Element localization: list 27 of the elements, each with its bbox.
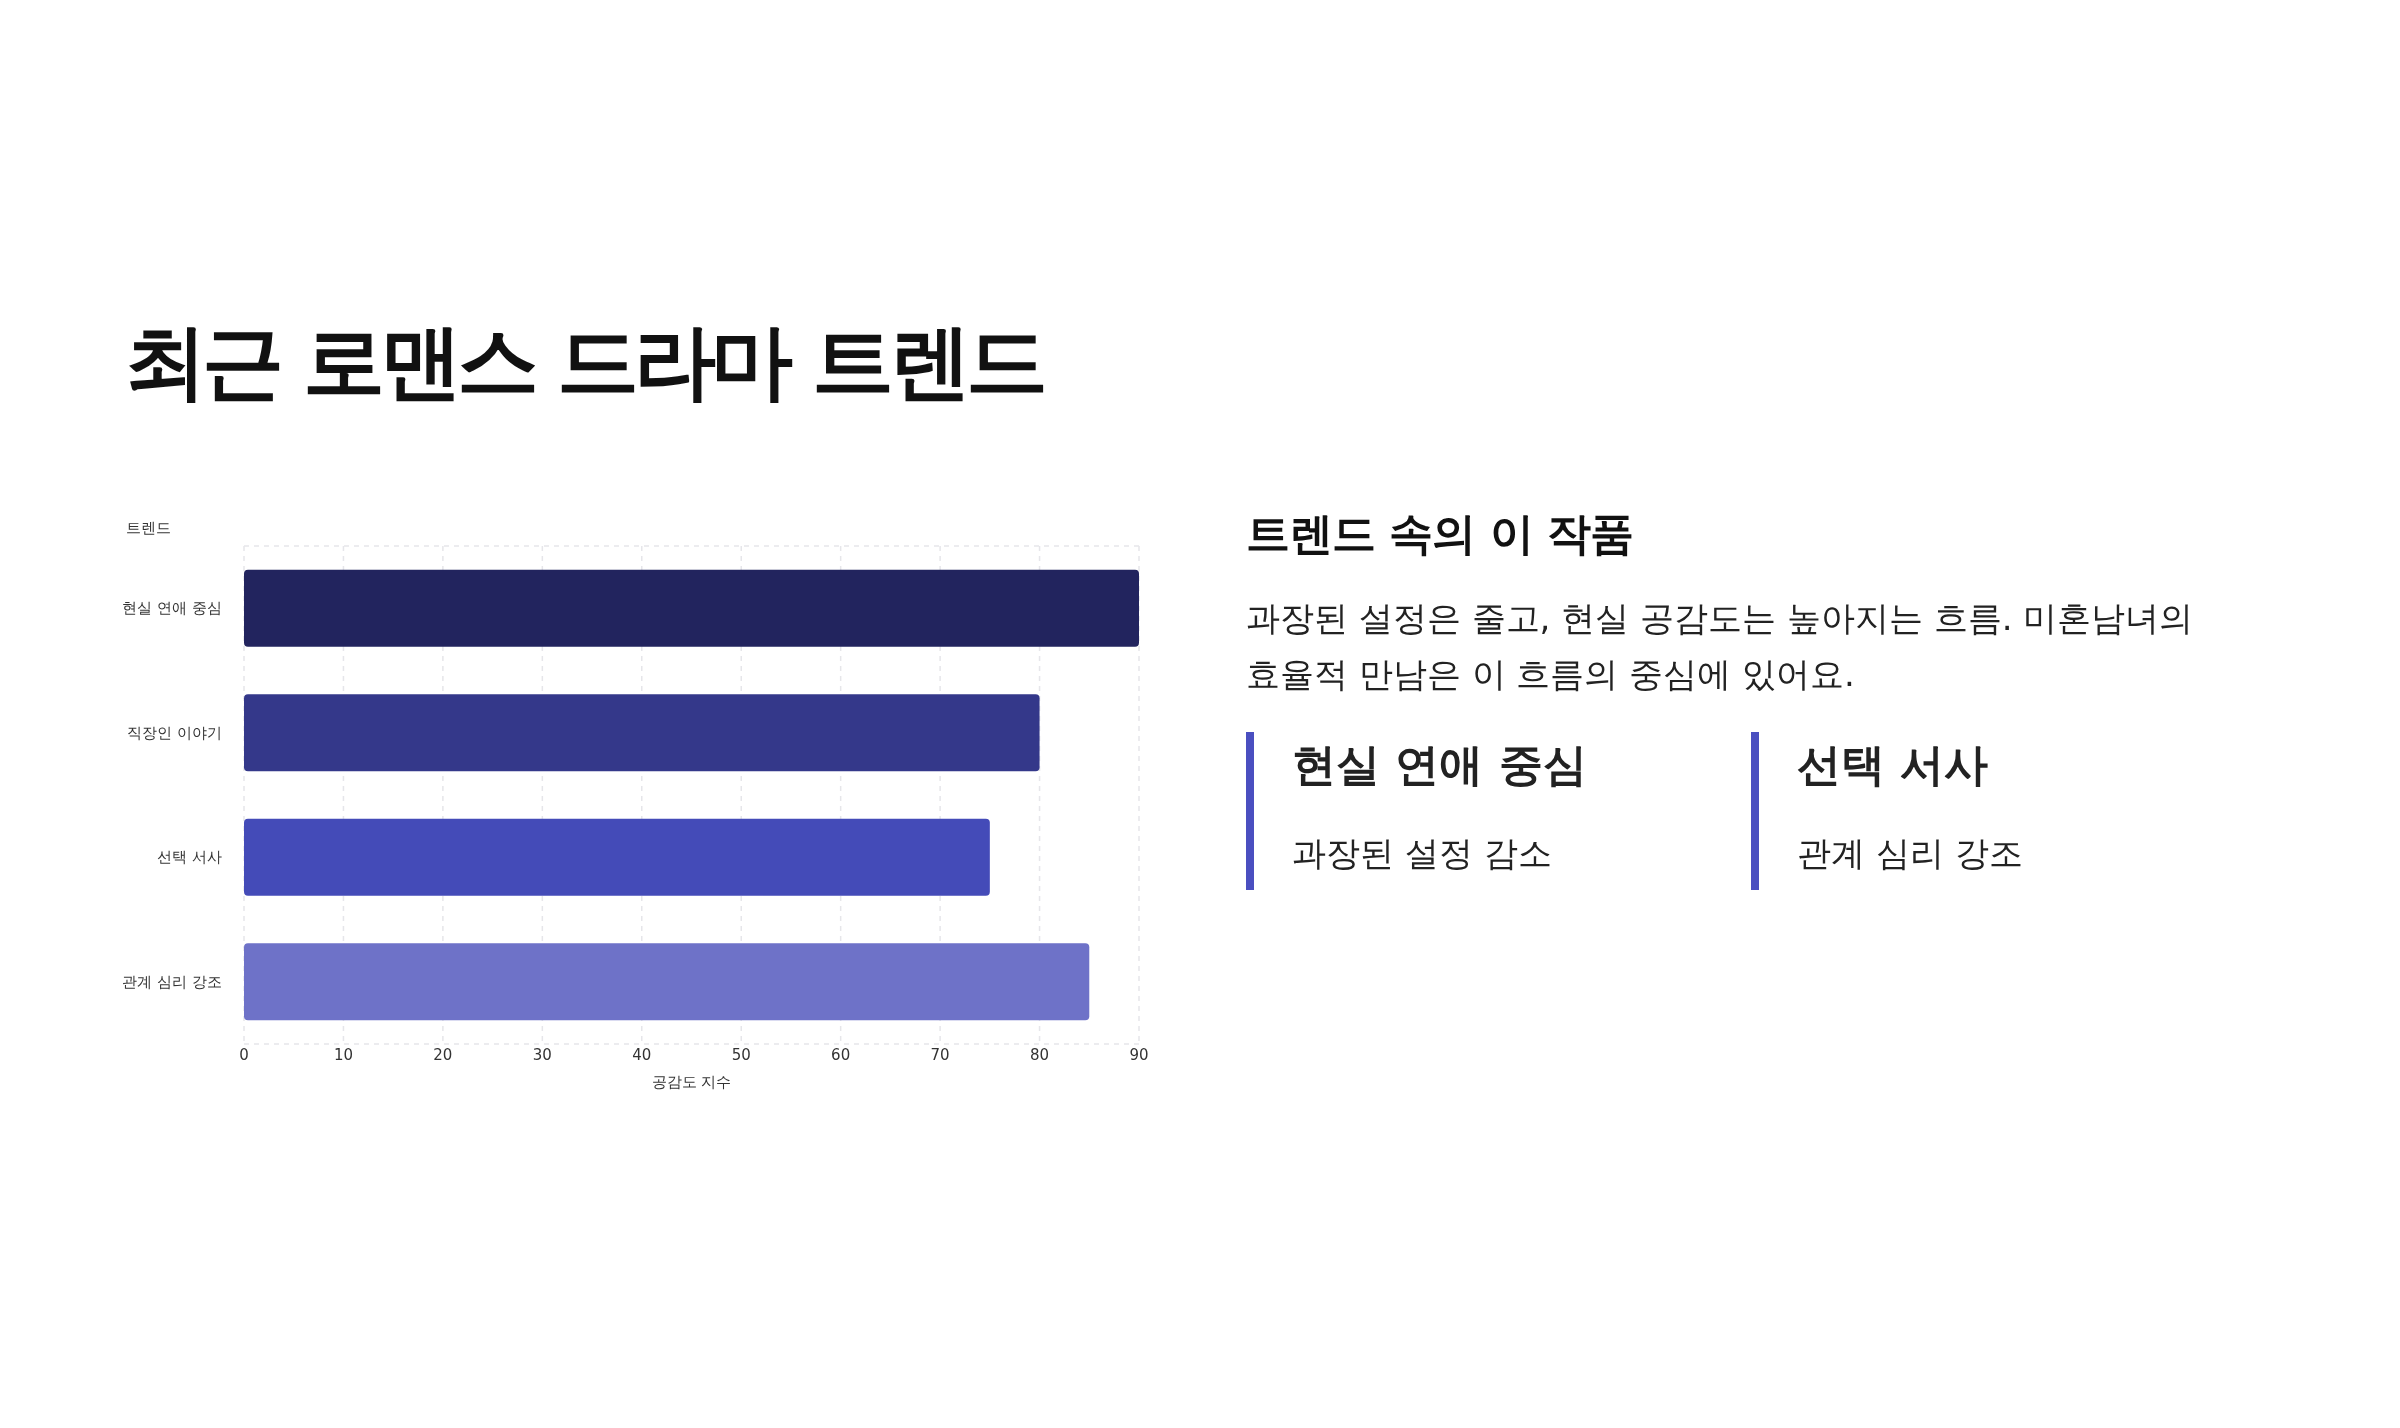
x-tick-label: 60: [831, 1046, 851, 1064]
text: 선택 서사: [1797, 738, 1990, 792]
x-tick-label: 80: [1030, 1046, 1050, 1064]
text: 트렌드 속의 이 작품: [1246, 507, 1634, 561]
text: 현실 연애 중심: [1292, 738, 1588, 792]
bar: [244, 569, 1139, 647]
text: 과장된 설정 감소: [1292, 832, 1553, 875]
bar: [244, 694, 1040, 772]
x-axis-title: 공감도 지수: [651, 1073, 732, 1091]
x-tick-label: 70: [930, 1046, 950, 1064]
bar: [244, 943, 1090, 1021]
y-tick-label: 관계 심리 강조: [122, 972, 222, 991]
y-axis-title: 트렌드: [126, 519, 171, 537]
x-tick-label: 40: [632, 1046, 652, 1064]
x-tick-label: 90: [1129, 1046, 1149, 1064]
bar: [244, 818, 990, 896]
y-tick-label: 직장인 이야기: [127, 723, 222, 742]
y-tick-label: 선택 서사: [157, 848, 222, 867]
x-tick-label: 30: [532, 1046, 552, 1064]
chart-title: 최근 로맨스 드라마 트렌드: [125, 314, 1044, 409]
x-tick-label: 0: [239, 1046, 249, 1064]
text: 과장된 설정은 줄고, 현실 공감도는 높아지는 흐름. 미혼남녀의 효율적 만남은 이 흐름의 중심에 있어요.: [1246, 597, 2195, 696]
y-tick-label: 현실 연애 중심: [122, 599, 222, 618]
x-tick-label: 10: [333, 1046, 353, 1064]
text: 관계 심리 강조: [1797, 832, 2024, 875]
x-tick-label: 20: [433, 1046, 453, 1064]
x-tick-label: 50: [731, 1046, 751, 1064]
